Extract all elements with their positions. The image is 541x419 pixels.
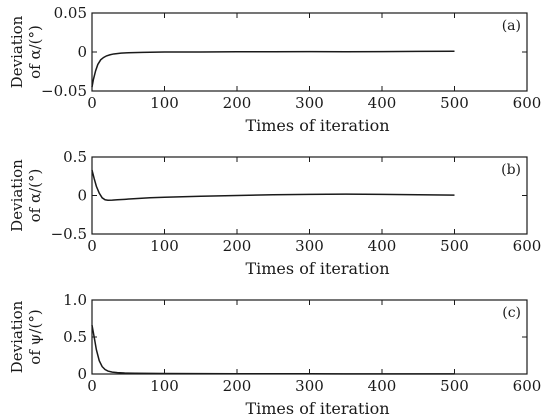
plot-frame [91, 299, 528, 375]
x-tick-label: 100 [150, 377, 179, 395]
y-tick-label: 0 [77, 43, 87, 61]
y-tick-label: 0.5 [63, 148, 87, 166]
y-axis-label-line1: Deviation [8, 15, 26, 88]
x-tick-label: 600 [513, 237, 541, 255]
x-tick-label: 200 [223, 377, 252, 395]
y-tick-label: 0 [77, 365, 87, 383]
x-tick-label: 100 [150, 94, 179, 112]
x-tick-label: 500 [440, 237, 469, 255]
x-tick-label: 0 [87, 237, 97, 255]
x-tick-label: 200 [223, 237, 252, 255]
plot-frame [91, 156, 528, 235]
x-tick-label: 500 [440, 94, 469, 112]
y-tick-label: 1.0 [63, 291, 87, 309]
x-tick-label: 400 [368, 377, 397, 395]
y-tick-label: −0.05 [41, 82, 87, 100]
series-line-1 [91, 50, 455, 88]
x-tick-label: 300 [295, 94, 324, 112]
y-axis-label-line2: of α/(°) [26, 25, 44, 79]
y-tick-label: 0.5 [63, 328, 87, 346]
y-tick-label: −0.5 [51, 225, 87, 243]
y-axis-label-line2: of ψ/(°) [26, 309, 44, 364]
x-axis-label: Times of iteration [245, 116, 389, 135]
x-tick-label: 400 [368, 237, 397, 255]
series-line-1 [91, 325, 455, 375]
x-tick-label: 600 [513, 377, 541, 395]
panel-label: (b) [501, 162, 521, 178]
panel-label: (a) [502, 18, 521, 34]
chart-panel-3: 0 100 200 300 400 500 600 1.0 0.5 0 Times of itera… [8, 291, 541, 418]
x-tick-label: 300 [295, 237, 324, 255]
x-tick-label: 600 [513, 94, 541, 112]
y-axis-label-line2: of α/(°) [26, 169, 44, 223]
y-tick-label: 0.05 [54, 4, 87, 22]
x-tick-label: 300 [295, 377, 324, 395]
x-axis-label: Times of iteration [245, 259, 389, 278]
y-axis-label-line1: Deviation [8, 159, 26, 232]
x-tick-label: 400 [368, 94, 397, 112]
x-tick-label: 500 [440, 377, 469, 395]
y-tick-label: 0 [77, 187, 87, 205]
series-line-1 [91, 169, 455, 202]
x-tick-label: 0 [87, 377, 97, 395]
x-tick-label: 200 [223, 94, 252, 112]
panel-label: (c) [502, 305, 521, 321]
x-tick-label: 100 [150, 237, 179, 255]
x-axis-label: Times of iteration [245, 399, 389, 418]
y-axis-label-line1: Deviation [8, 300, 26, 373]
x-tick-label: 0 [87, 94, 97, 112]
